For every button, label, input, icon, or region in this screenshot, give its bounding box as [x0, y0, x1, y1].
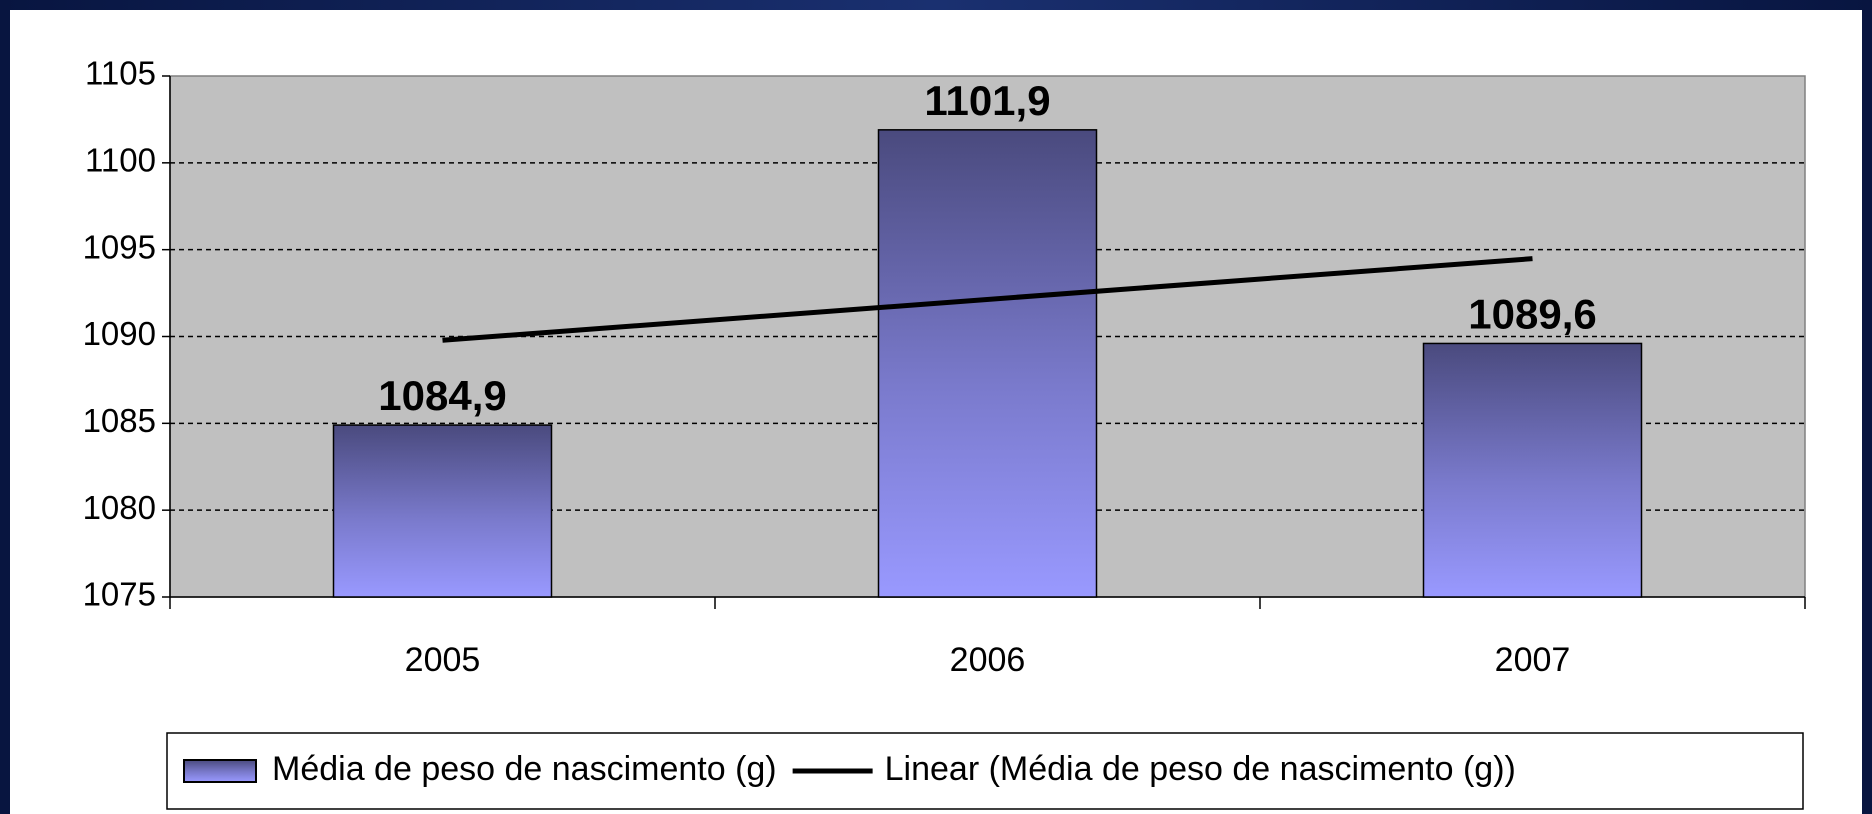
y-tick-label: 1100 — [85, 142, 156, 179]
legend-box — [166, 732, 1804, 810]
y-tick-label: 1090 — [83, 315, 156, 352]
y-tick-label: 1105 — [85, 55, 156, 92]
value-label: 1101,9 — [924, 77, 1050, 124]
trendline — [442, 256, 1533, 343]
x-tick-label: 2006 — [950, 641, 1026, 679]
bar — [1422, 342, 1643, 598]
value-label: 1089,6 — [1468, 291, 1596, 338]
legend-swatch — [183, 759, 257, 783]
value-label: 1084,9 — [378, 372, 506, 419]
bar — [877, 129, 1098, 598]
legend-label: Média de peso de nascimento (g) — [272, 750, 777, 788]
x-tick-label: 2007 — [1495, 641, 1571, 679]
y-tick-label: 1080 — [83, 489, 156, 526]
y-tick-label: 1085 — [83, 402, 156, 439]
y-tick-label: 1095 — [83, 228, 156, 265]
x-tick-label: 2005 — [405, 641, 481, 679]
legend-label: Linear (Média de peso de nascimento (g)) — [885, 750, 1516, 788]
y-tick-label: 1075 — [83, 576, 156, 613]
bar — [332, 424, 553, 598]
